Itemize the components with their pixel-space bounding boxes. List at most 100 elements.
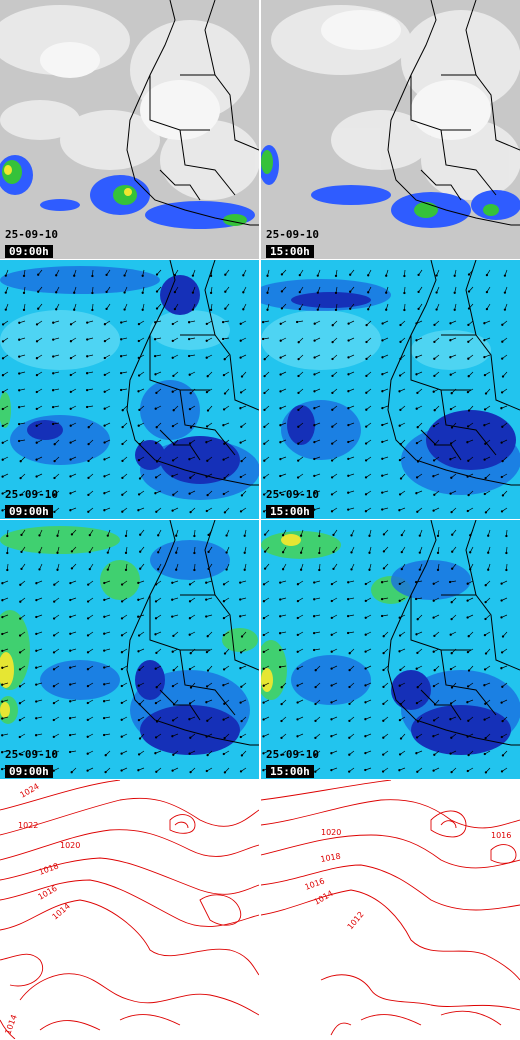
pressure-panel-1500: 1020 1018 1016 1014 1012 1016: [261, 780, 520, 1039]
wind-arrow-head: [365, 408, 368, 411]
wind-arrow-head: [314, 719, 317, 723]
wind-arrow-head: [466, 390, 470, 394]
wind-arrow-head: [88, 567, 91, 571]
wind-arrow-head: [262, 718, 265, 721]
wind-arrow-head: [450, 392, 453, 395]
satellite-map: [261, 0, 520, 259]
wind-arrow-head: [483, 668, 487, 671]
wind-arrow-head: [18, 338, 21, 341]
wind-arrow-head: [154, 321, 157, 324]
wind-arrow-head: [467, 493, 470, 497]
wind-arrow-head: [18, 668, 22, 671]
wind-arrow-head: [86, 321, 89, 324]
wind-arrow-head: [416, 510, 419, 513]
wind-arrow-head: [483, 684, 486, 687]
wind-arrow-head: [262, 752, 265, 755]
wind-arrow-head: [318, 551, 321, 555]
wind-arrow-head: [105, 307, 108, 311]
wind-arrow-head: [467, 323, 470, 327]
wind-arrow-head: [382, 651, 385, 655]
wind-arrow-head: [314, 685, 317, 689]
wind-arrow-head: [20, 567, 23, 571]
wind-arrow-head: [380, 614, 384, 618]
wind-arrow-head: [313, 390, 316, 393]
wind-arrow-head: [313, 373, 316, 376]
wind-arrow-head: [38, 551, 41, 554]
wind-arrow-head: [484, 736, 487, 740]
wind-arrow-head: [206, 409, 210, 412]
wind-arrow-head: [221, 337, 225, 341]
wind-arrow-head: [121, 510, 124, 513]
wind-arrow-head: [155, 651, 158, 655]
wind-arrow-head: [382, 702, 385, 706]
wind-arrow-head: [123, 308, 126, 311]
wind-arrow-head: [483, 355, 486, 359]
wind-arrow-head: [69, 458, 72, 461]
wind-arrow-head: [137, 322, 141, 326]
wind-arrow-head: [87, 583, 90, 586]
wind-arrow-head: [500, 616, 503, 619]
wind-arrow-head: [367, 308, 370, 311]
wind-arrow-head: [35, 582, 38, 585]
wind-arrow-head: [266, 291, 269, 294]
wind-arrow-head: [484, 476, 487, 480]
wind-arrow-head: [381, 457, 384, 460]
wind-arrow-head: [51, 389, 55, 392]
wind-arrow-head: [347, 457, 350, 461]
wind-arrow-head: [52, 651, 56, 654]
wind-arrow-head: [313, 457, 316, 461]
wind-arrow-head: [349, 290, 352, 293]
wind-arrow-head: [296, 684, 299, 687]
wind-arrow-head: [19, 493, 22, 497]
wind-arrow-head: [1, 323, 5, 326]
wind-arrow-head: [1, 649, 4, 653]
wind-arrow-head: [85, 372, 89, 375]
wind-arrow-head: [312, 615, 316, 618]
wind-arrow-head: [171, 735, 174, 738]
wind-arrow-head: [193, 568, 196, 572]
wind-arrow-head: [206, 669, 210, 672]
isobar-label: 1018: [320, 852, 342, 864]
wind-arrow-head: [205, 441, 208, 444]
wind-arrow-head: [365, 391, 368, 394]
wind-arrow-head: [330, 735, 333, 738]
wind-arrow-head: [364, 476, 368, 479]
wind-arrow-head: [222, 458, 225, 461]
wind-arrow-head: [296, 718, 299, 721]
isobar-label: 1022: [18, 821, 38, 830]
wind-arrow-head: [435, 274, 438, 277]
wind-arrow-head: [1, 666, 4, 669]
wind-arrow-head: [330, 510, 334, 513]
wind-arrow-head: [367, 274, 370, 277]
wind-arrow-head: [102, 716, 106, 720]
wind-arrow-head: [137, 684, 140, 687]
wind-arrow-head: [173, 307, 177, 311]
wind-arrow-head: [415, 407, 418, 410]
wind-arrow-head: [349, 307, 352, 310]
wind-arrow-head: [205, 339, 208, 342]
wind-arrow-head: [240, 459, 243, 463]
wind-arrow-head: [223, 511, 227, 514]
wind-arrow-head: [52, 701, 56, 705]
wind-arrow-head: [69, 598, 72, 602]
wind-arrow-head: [193, 551, 196, 555]
wind-arrow-head: [416, 426, 419, 429]
wind-arrow-head: [331, 357, 334, 361]
wind-arrow-head: [469, 534, 472, 537]
wind-arrow-head: [223, 652, 227, 655]
wind-arrow-head: [279, 424, 282, 427]
wind-arrow-head: [501, 494, 505, 497]
wind-arrow-head: [154, 633, 157, 636]
wind-arrow-head: [399, 668, 402, 672]
wind-arrow-head: [416, 770, 419, 773]
wind-arrow-head: [88, 550, 91, 554]
wind-arrow-head: [222, 373, 226, 377]
wind-arrow-head: [433, 703, 437, 706]
wind-arrow-head: [68, 733, 72, 737]
wind-arrow-head: [330, 768, 333, 772]
wind-arrow-head: [330, 616, 333, 620]
wind-arrow-head: [206, 375, 209, 378]
wind-arrow-head: [330, 582, 334, 586]
wind-arrow-head: [1, 683, 4, 686]
wind-arrow-head: [503, 291, 507, 294]
